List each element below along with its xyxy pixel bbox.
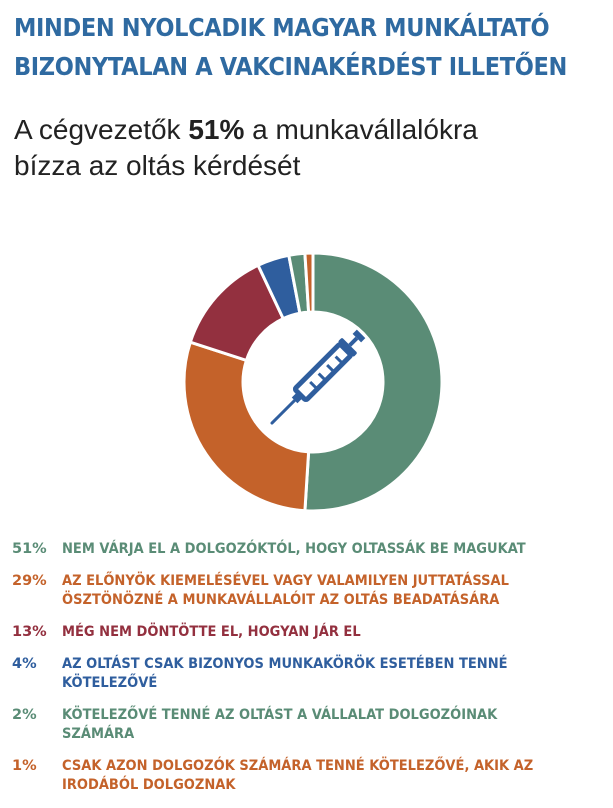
legend-percent: 51% xyxy=(12,541,47,557)
legend-label: NEM VÁRJA EL A DOLGOZÓKTÓL, HOGY OLTASSÁ… xyxy=(62,540,557,559)
legend-label: MÉG NEM DÖNTÖTTE EL, HOGYAN JÁR EL xyxy=(62,623,557,642)
legend-item: 2% KÖTELEZŐVÉ TENNÉ AZ OLTÁST A VÁLLALAT … xyxy=(12,706,612,744)
donut-chart xyxy=(182,251,444,513)
donut-slices xyxy=(182,251,444,513)
legend-label-line: AZ OLTÁST CSAK BIZONYOS MUNKAKÖRÖK ESETÉ… xyxy=(62,656,508,691)
page-title: MINDEN NYOLCADIK MAGYAR MUNKÁLTATÓ BIZON… xyxy=(14,8,567,86)
legend-label-line: KÖTELEZŐVÉ TENNÉ AZ OLTÁST A VÁLLALAT DO… xyxy=(62,707,498,742)
legend-item: 4% AZ OLTÁST CSAK BIZONYOS MUNKAKÖRÖK ESE… xyxy=(12,655,612,693)
title-line-2: BIZONYTALAN A VAKCINAKÉRDÉST ILLETŐEN xyxy=(14,52,567,81)
legend-label-line: NEM VÁRJA EL A DOLGOZÓKTÓL, HOGY OLTASSÁ… xyxy=(62,541,526,557)
legend-label-line: MÉG NEM DÖNTÖTTE EL, HOGYAN JÁR EL xyxy=(62,624,361,640)
legend-label-line: AZ ELŐNYÖK KIEMELÉSÉVEL VAGY VALAMILYEN … xyxy=(62,573,509,589)
legend: 51% NEM VÁRJA EL A DOLGOZÓKTÓL, HOGY OLTA… xyxy=(12,540,612,808)
legend-item: 29% AZ ELŐNYÖK KIEMELÉSÉVEL VAGY VALAMILY… xyxy=(12,572,612,610)
legend-label: KÖTELEZŐVÉ TENNÉ AZ OLTÁST A VÁLLALAT DO… xyxy=(62,706,557,744)
syringe-icon xyxy=(270,329,366,425)
subtitle-line-1: A cégvezetők 51% a munkavállalókra xyxy=(14,112,599,148)
subtitle-pre: A cégvezetők xyxy=(14,114,189,145)
legend-label: AZ OLTÁST CSAK BIZONYOS MUNKAKÖRÖK ESETÉ… xyxy=(62,655,557,693)
legend-label-line: ÖSZTÖNÖZNÉ A MUNKAVÁLLALÓIT AZ OLTÁS BEA… xyxy=(62,592,500,608)
legend-label: AZ ELŐNYÖK KIEMELÉSÉVEL VAGY VALAMILYEN … xyxy=(62,572,557,610)
legend-item: 1% CSAK AZON DOLGOZÓK SZÁMÁRA TENNÉ KÖTEL… xyxy=(12,757,612,795)
donut-slice-1 xyxy=(303,251,444,513)
legend-label: CSAK AZON DOLGOZÓK SZÁMÁRA TENNÉ KÖTELEZ… xyxy=(62,757,557,795)
legend-percent: 13% xyxy=(12,624,47,640)
legend-percent: 4% xyxy=(12,656,37,672)
subtitle-line-2: bízza az oltás kérdését xyxy=(14,150,301,181)
donut-slice-2 xyxy=(182,340,311,513)
legend-item: 13% MÉG NEM DÖNTÖTTE EL, HOGYAN JÁR EL xyxy=(12,623,612,642)
legend-label-line: CSAK AZON DOLGOZÓK SZÁMÁRA TENNÉ KÖTELEZ… xyxy=(62,758,534,774)
legend-percent: 29% xyxy=(12,573,47,589)
legend-label-line: IRODÁBÓL DOLGOZNAK xyxy=(62,777,236,793)
donut-slice-6 xyxy=(303,251,315,314)
subtitle: A cégvezetők 51% a munkavállalókra bízza… xyxy=(14,112,599,184)
legend-percent: 2% xyxy=(12,707,37,723)
title-line-1: MINDEN NYOLCADIK MAGYAR MUNKÁLTATÓ xyxy=(14,13,550,42)
subtitle-post: a munkavállalókra xyxy=(244,114,478,145)
subtitle-highlight: 51% xyxy=(188,114,245,145)
legend-percent: 1% xyxy=(12,758,37,774)
legend-item: 51% NEM VÁRJA EL A DOLGOZÓKTÓL, HOGY OLTA… xyxy=(12,540,612,559)
